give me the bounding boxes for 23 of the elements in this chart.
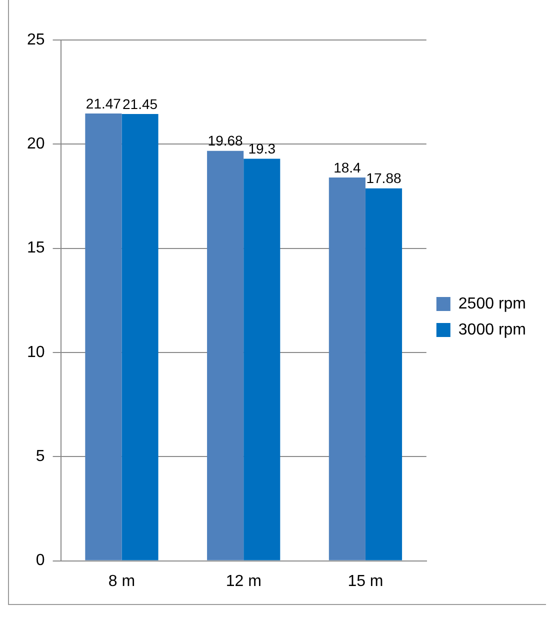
y-tick-label: 5 <box>36 448 45 466</box>
data-label: 21.45 <box>122 96 158 112</box>
bar <box>365 188 402 560</box>
x-tick-label: 8 m <box>108 572 136 590</box>
data-label: 19.68 <box>208 132 244 149</box>
legend-label: 3000 rpm <box>458 321 526 338</box>
y-tick-label: 15 <box>27 240 45 257</box>
bar <box>244 158 280 560</box>
data-label: 17.88 <box>366 170 402 186</box>
x-tick-label: 15 m <box>348 572 384 590</box>
bar <box>207 150 244 560</box>
data-label: 19.3 <box>248 140 276 157</box>
bar <box>85 114 122 560</box>
data-label: 18.4 <box>334 159 362 176</box>
bar <box>122 114 158 560</box>
y-tick-label: 10 <box>27 344 45 361</box>
legend-label: 2500 rpm <box>458 295 526 312</box>
x-tick-label: 12 m <box>226 572 262 590</box>
y-tick-label: 25 <box>27 31 45 48</box>
data-label: 21.47 <box>86 95 122 112</box>
bar <box>328 177 366 560</box>
y-tick-label: 20 <box>27 136 45 153</box>
y-tick-label: 0 <box>36 552 45 570</box>
